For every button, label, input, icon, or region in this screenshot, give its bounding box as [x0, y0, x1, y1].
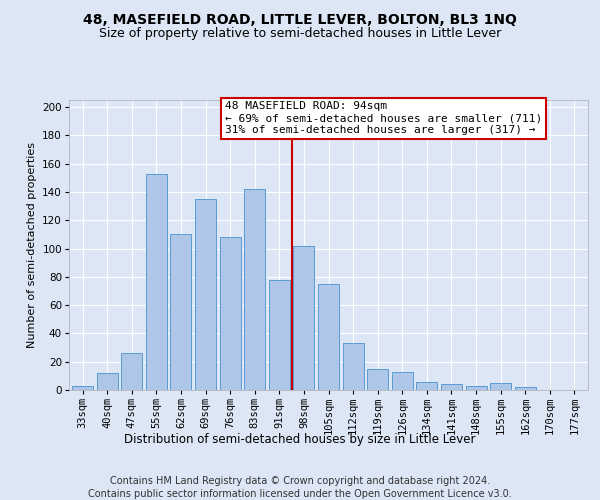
Bar: [220, 237, 241, 390]
Bar: [318, 284, 339, 390]
Y-axis label: Number of semi-detached properties: Number of semi-detached properties: [27, 142, 37, 348]
Text: Size of property relative to semi-detached houses in Little Lever: Size of property relative to semi-detach…: [99, 28, 501, 40]
Bar: [72, 386, 93, 390]
Bar: [97, 373, 118, 390]
Bar: [367, 369, 388, 390]
Bar: [244, 189, 265, 390]
Bar: [343, 344, 364, 390]
Text: Contains HM Land Registry data © Crown copyright and database right 2024.: Contains HM Land Registry data © Crown c…: [110, 476, 490, 486]
Bar: [416, 382, 437, 390]
Bar: [490, 383, 511, 390]
Bar: [466, 386, 487, 390]
Bar: [515, 387, 536, 390]
Text: 48, MASEFIELD ROAD, LITTLE LEVER, BOLTON, BL3 1NQ: 48, MASEFIELD ROAD, LITTLE LEVER, BOLTON…: [83, 12, 517, 26]
Bar: [146, 174, 167, 390]
Bar: [392, 372, 413, 390]
Text: Distribution of semi-detached houses by size in Little Lever: Distribution of semi-detached houses by …: [124, 432, 476, 446]
Bar: [121, 353, 142, 390]
Bar: [441, 384, 462, 390]
Text: 48 MASEFIELD ROAD: 94sqm
← 69% of semi-detached houses are smaller (711)
31% of : 48 MASEFIELD ROAD: 94sqm ← 69% of semi-d…: [224, 102, 542, 134]
Bar: [269, 280, 290, 390]
Bar: [195, 199, 216, 390]
Bar: [170, 234, 191, 390]
Text: Contains public sector information licensed under the Open Government Licence v3: Contains public sector information licen…: [88, 489, 512, 499]
Bar: [293, 246, 314, 390]
